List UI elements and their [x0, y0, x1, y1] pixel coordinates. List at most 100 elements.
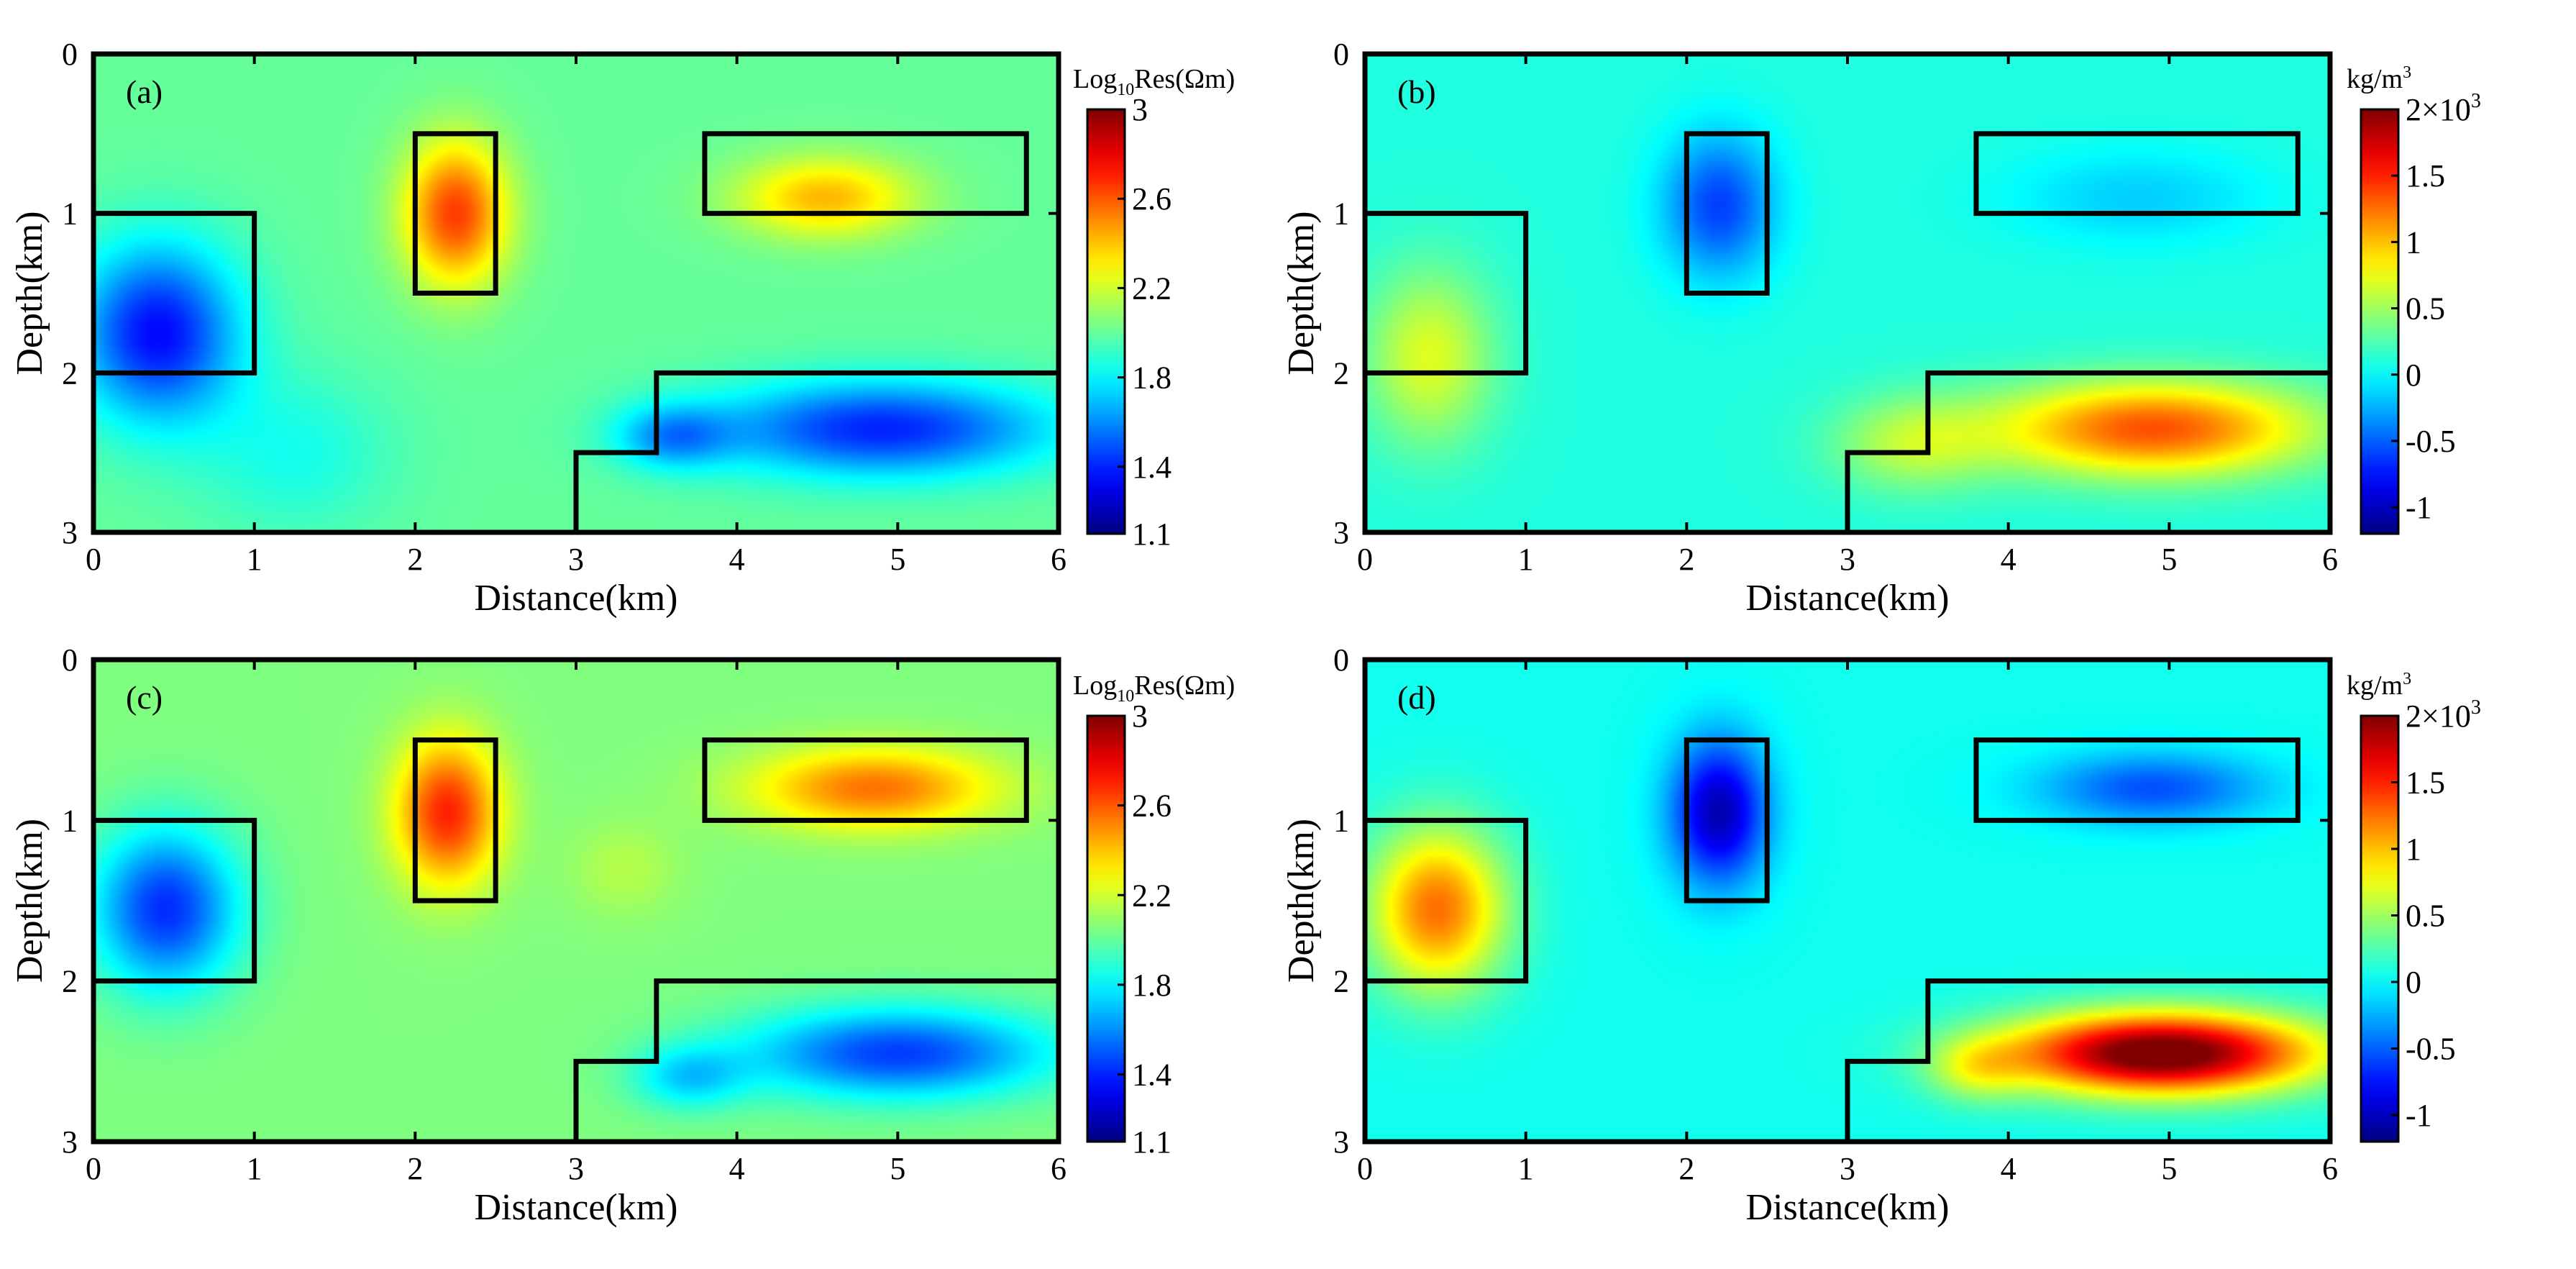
model-body-outline: [702, 131, 1029, 217]
colorbar-title: kg/m3: [2347, 63, 2411, 94]
y-tick-label: 0: [1333, 642, 1349, 678]
x-tick-label: 5: [890, 1151, 905, 1186]
panel-label: (d): [1397, 679, 1436, 716]
x-axis-label: Distance(km): [1745, 1187, 1949, 1228]
x-tick-label: 2: [407, 542, 423, 577]
x-tick-label: 1: [1518, 542, 1534, 577]
x-tick-label: 1: [1518, 1151, 1534, 1186]
x-tick-label: 5: [2161, 1151, 2177, 1186]
panel-b: (b)0 1 2 3 4 5 60123Distance(km)Depth(km)2×103…: [1281, 37, 2481, 619]
colorbar-tick-label: 0: [2406, 965, 2421, 1000]
x-tick-label: 3: [568, 1151, 584, 1186]
colorbar-tick-label: 1.4: [1132, 1058, 1171, 1093]
x-tick-label: 3: [1840, 542, 1855, 577]
x-tick-label: 1: [247, 1151, 262, 1186]
colorbar-tick-label: 1.8: [1132, 968, 1171, 1003]
x-tick-label: 3: [1840, 1151, 1855, 1186]
colorbar: [1086, 714, 1126, 1143]
panel-a: (a)0 1 2 3 4 5 60123Distance(km)Depth(km)32.62…: [9, 37, 1235, 619]
colorbar-tick-label: 2×103: [2406, 90, 2481, 127]
x-tick-label: 5: [2161, 542, 2177, 577]
colorbar-tick-label: 1.8: [1132, 360, 1171, 396]
model-body-outline: [1973, 131, 2301, 217]
colorbar-tick-label: 1.1: [1132, 1124, 1171, 1160]
y-tick-label: 1: [1333, 803, 1349, 838]
x-tick-label: 2: [1678, 542, 1694, 577]
panel-d: (d)0 1 2 3 4 5 60123Distance(km)Depth(km)2×103…: [1281, 642, 2481, 1228]
y-tick-label: 0: [62, 37, 78, 72]
colorbar-tick-label: 1: [2406, 224, 2421, 260]
model-body-outline: [573, 978, 1059, 1142]
x-tick-label: 6: [2322, 1151, 2338, 1186]
colorbar-title-subscript: 10: [1117, 81, 1134, 99]
y-tick-label: 0: [1333, 37, 1349, 72]
colorbar-title: kg/m3: [2347, 670, 2411, 701]
x-axis-label: Distance(km): [474, 1187, 677, 1228]
colorbar-tick-label: 1.4: [1132, 450, 1171, 485]
x-tick-label: 6: [1051, 1151, 1067, 1186]
colorbar-tick-label: -0.5: [2406, 424, 2456, 459]
panel-label: (b): [1397, 73, 1436, 110]
x-tick-label: 0: [86, 1151, 101, 1186]
y-axis-label: Depth(km): [9, 211, 50, 375]
colorbar-tick-label: 0: [2406, 358, 2421, 393]
colorbar-tick-label: 1: [2406, 832, 2421, 867]
x-axis-label: Distance(km): [1745, 578, 1949, 619]
colorbar-title: Log10Res(Ωm): [1073, 670, 1235, 706]
model-body-outline: [1684, 737, 1770, 904]
x-tick-label: 4: [2001, 1151, 2017, 1186]
colorbar-tick-label: 1.5: [2406, 158, 2445, 194]
colorbar-title: Log10Res(Ωm): [1073, 64, 1235, 99]
model-body-outline: [1973, 737, 2301, 823]
model-body-outline: [702, 737, 1029, 823]
colorbar-tick-label: 3: [1132, 92, 1148, 127]
x-tick-label: 4: [729, 1151, 745, 1186]
y-tick-label: 1: [62, 803, 78, 838]
y-tick-label: 1: [1333, 196, 1349, 232]
model-body-outline: [412, 737, 498, 904]
colorbar: [1086, 108, 1126, 535]
x-tick-label: 5: [890, 542, 905, 577]
x-tick-label: 0: [86, 542, 101, 577]
colorbar-tick-label: -1: [2406, 1098, 2432, 1133]
colorbar-tick-label: -1: [2406, 490, 2432, 525]
y-tick-label: 3: [62, 1124, 78, 1160]
model-body-outline: [573, 370, 1059, 532]
x-tick-label: 2: [407, 1151, 423, 1186]
y-tick-label: 3: [62, 515, 78, 550]
model-body-outline: [412, 131, 498, 296]
colorbar: [2360, 714, 2400, 1143]
colorbar-title-superscript: 3: [2403, 670, 2411, 688]
colorbar-tick-label: 2.2: [1132, 878, 1171, 913]
colorbar-tick-label: 0.5: [2406, 291, 2445, 327]
x-axis-label: Distance(km): [474, 578, 677, 619]
model-body-outline: [1845, 978, 2330, 1142]
panel-label: (c): [126, 679, 163, 716]
colorbar-tick-label: 2.6: [1132, 788, 1171, 824]
model-body-outline: [1684, 131, 1770, 296]
colorbar-tick-label: -0.5: [2406, 1032, 2456, 1067]
x-tick-label: 4: [729, 542, 745, 577]
x-tick-label: 2: [1678, 1151, 1694, 1186]
y-axis-label: Depth(km): [9, 819, 50, 983]
panel-c: (c)0 1 2 3 4 5 60123Distance(km)Depth(km)32.62…: [9, 642, 1235, 1228]
model-body-outline: [1845, 370, 2330, 532]
colorbar-tick-label: 2.6: [1132, 181, 1171, 217]
colorbar-tick-label: 2.2: [1132, 270, 1171, 306]
colorbar-tick-label: 1.5: [2406, 765, 2445, 801]
colorbar-title-subscript: 10: [1117, 687, 1134, 706]
colorbar-title-unit: Res(Ωm): [1134, 670, 1235, 701]
y-tick-label: 1: [62, 196, 78, 232]
colorbar: [2360, 108, 2400, 535]
colorbar-tick-label: 1.1: [1132, 517, 1171, 552]
colorbar-title-superscript: 3: [2403, 63, 2411, 82]
y-tick-label: 3: [1333, 1124, 1349, 1160]
x-tick-label: 0: [1357, 542, 1373, 577]
colorbar-tick-label: 3: [1132, 699, 1148, 734]
y-tick-label: 2: [1333, 355, 1349, 391]
x-tick-label: 3: [568, 542, 584, 577]
colorbar-title-unit: Res(Ωm): [1134, 64, 1235, 94]
y-axis-label: Depth(km): [1281, 211, 1322, 375]
